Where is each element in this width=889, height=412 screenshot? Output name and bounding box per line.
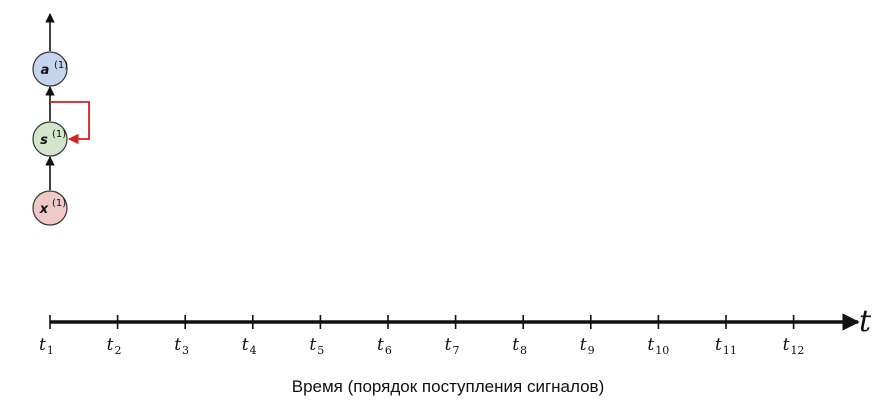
tick-label-subscript: 11 xyxy=(723,344,737,357)
tick-label: t3 xyxy=(174,335,189,357)
tick-label-base: t xyxy=(512,335,519,355)
tick-label-base: t xyxy=(580,335,587,355)
svg-text:s: s xyxy=(40,133,48,148)
axis-caption: Время (порядок поступления сигналов) xyxy=(292,377,605,396)
tick-label-base: t xyxy=(174,335,181,355)
tick-label-subscript: 2 xyxy=(114,344,121,357)
tick-label-subscript: 1 xyxy=(47,344,54,357)
tick-label: t9 xyxy=(580,335,595,357)
tick-label-base: t xyxy=(715,335,722,355)
tick-label-subscript: 5 xyxy=(317,344,324,357)
tick-label-base: t xyxy=(445,335,452,355)
tick-label: t4 xyxy=(242,335,257,357)
tick-label: t1 xyxy=(39,335,54,357)
state-node: s (1) xyxy=(32,121,68,157)
tick-label-base: t xyxy=(242,335,249,355)
input-node: x (1) xyxy=(32,190,68,226)
time-axis-ticks: t1 t2 t3 t4 t5 t6 t7 t8 t9 t10 t11 t12 xyxy=(39,315,804,357)
tick-label-subscript: 6 xyxy=(385,344,392,357)
output-node-circle xyxy=(32,51,68,87)
tick-label-subscript: 10 xyxy=(655,344,669,357)
tick-label-base: t xyxy=(377,335,384,355)
output-node-label: a xyxy=(41,63,50,78)
time-axis-symbol: t xyxy=(859,304,872,339)
tick-label-subscript: 12 xyxy=(790,344,804,357)
tick-label: t6 xyxy=(377,335,392,357)
output-node: a (1) xyxy=(32,51,68,87)
svg-text:x: x xyxy=(39,202,49,217)
tick-label-base: t xyxy=(783,335,790,355)
tick-label-subscript: 7 xyxy=(452,344,459,357)
tick-label-subscript: 4 xyxy=(250,344,257,357)
svg-text:(1): (1) xyxy=(52,129,66,140)
tick-label: t7 xyxy=(445,335,460,357)
output-node-superscript: (1) xyxy=(54,60,68,71)
tick-label-base: t xyxy=(647,335,654,355)
svg-text:(1): (1) xyxy=(54,60,68,71)
state-node-circle xyxy=(32,121,68,157)
recurrent-link-arrow xyxy=(50,101,90,145)
svg-text:a: a xyxy=(41,63,50,78)
tick-label-base: t xyxy=(309,335,316,355)
tick-label-subscript: 8 xyxy=(520,344,527,357)
tick-label-base: t xyxy=(107,335,114,355)
tick-label-subscript: 3 xyxy=(182,344,189,357)
tick-label: t12 xyxy=(783,335,805,357)
tick-label: t2 xyxy=(107,335,122,357)
tick-label: t10 xyxy=(647,335,669,357)
input-node-superscript: (1) xyxy=(52,198,66,209)
tick-label-subscript: 9 xyxy=(588,344,595,357)
svg-text:(1): (1) xyxy=(52,198,66,209)
tick-label-base: t xyxy=(39,335,46,355)
input-node-circle xyxy=(32,190,68,226)
state-node-label: s xyxy=(40,133,48,148)
tick-label: t11 xyxy=(715,335,737,357)
input-node-label: x xyxy=(39,202,49,217)
tick-label: t5 xyxy=(309,335,324,357)
state-node-superscript: (1) xyxy=(52,129,66,140)
tick-label: t8 xyxy=(512,335,527,357)
